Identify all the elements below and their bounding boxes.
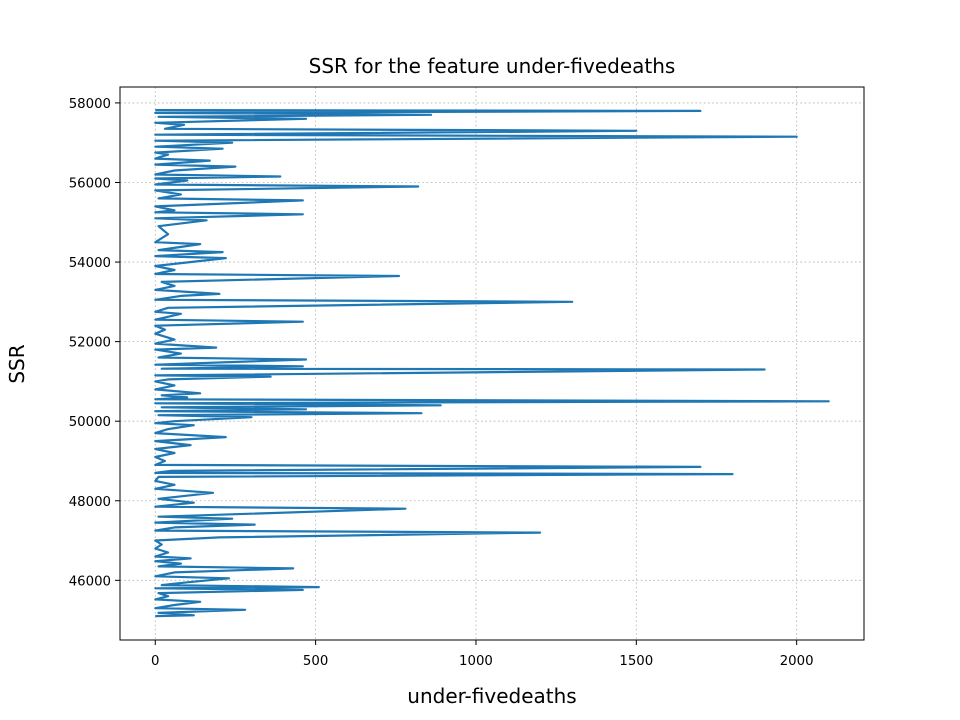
x-axis-title: under-fivedeaths [407,684,576,708]
y-tick-label: 50000 [69,415,111,430]
y-tick-label: 58000 [69,97,111,112]
plot-frame [119,86,865,641]
grid [120,87,864,640]
chart-title: SSR for the feature under-fivedeaths [309,54,676,78]
y-axis-title: SSR [5,344,29,383]
y-tick-label: 52000 [69,336,111,351]
y-axis-ticks: 46000 48000 50000 52000 54000 56000 58000 [69,97,120,589]
x-tick-label: 500 [303,654,328,669]
series-line [154,109,830,618]
y-tick-label: 46000 [69,574,111,589]
y-tick-label: 56000 [69,176,111,191]
y-tick-label: 54000 [69,256,111,271]
x-tick-label: 1500 [619,654,653,669]
x-axis-ticks: 0 500 1000 1500 2000 [151,640,814,669]
x-tick-label: 0 [151,654,159,669]
x-tick-label: 2000 [780,654,814,669]
series-layer [154,109,830,618]
y-tick-label: 48000 [69,495,111,510]
x-tick-label: 1000 [459,654,493,669]
